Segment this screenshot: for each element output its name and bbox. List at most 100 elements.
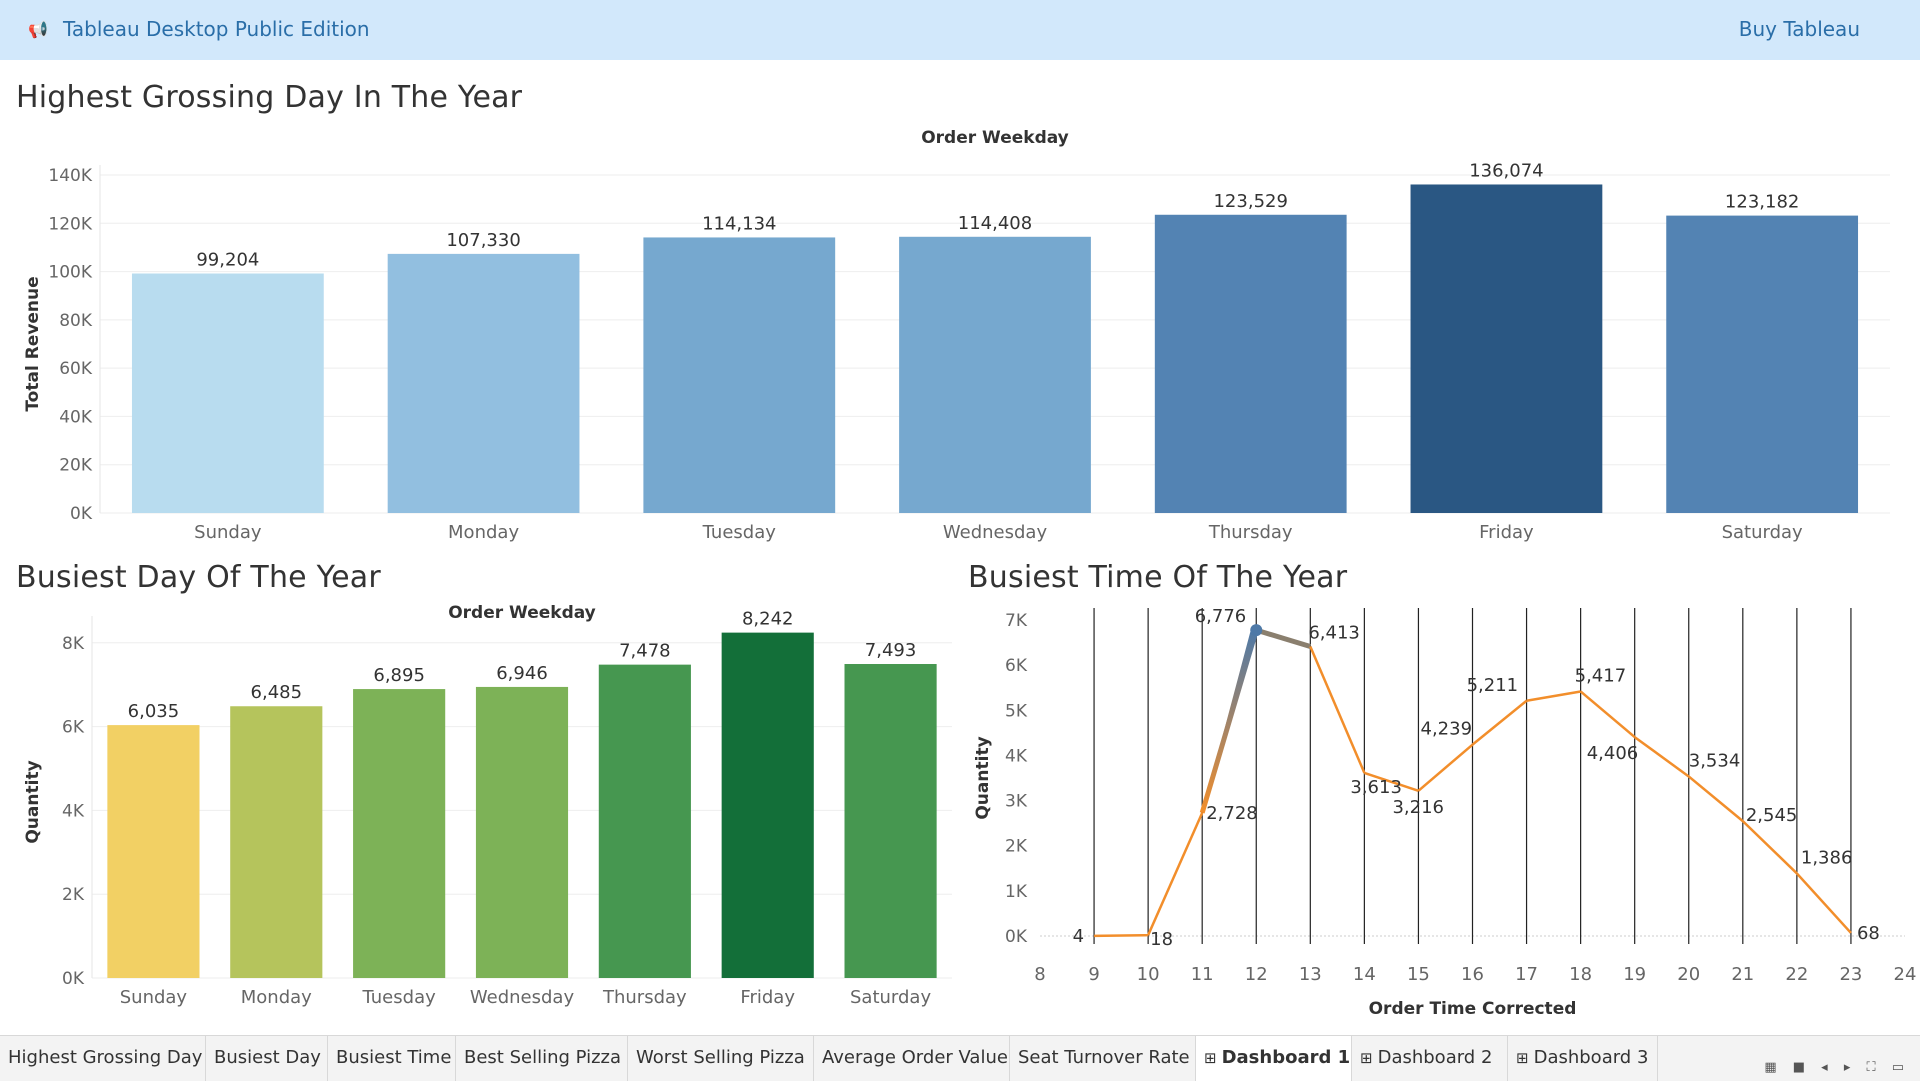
sheet-tab-bar: Highest Grossing Day Busiest Day Busiest T… xyxy=(0,1035,1920,1081)
y-tick-label: 40K xyxy=(59,407,93,427)
tab-busiest-day[interactable]: Busiest Day xyxy=(206,1036,328,1081)
tab-seat-turnover-rate[interactable]: Seat Turnover Rate xyxy=(1010,1036,1196,1081)
revenue-bar-chart[interactable]: 0K 20K 40K 60K 80K 100K 120K 140K Order Weekday T… xyxy=(0,125,1920,550)
bar-value-label: 123,529 xyxy=(1213,191,1287,212)
line-segment xyxy=(1795,872,1852,934)
y-tick-label: 0K xyxy=(1005,927,1028,947)
line-segment xyxy=(1687,775,1744,823)
x-tick-label: 18 xyxy=(1569,964,1592,985)
x-tick-label: 15 xyxy=(1407,964,1430,985)
y-tick-label: 20K xyxy=(59,456,93,476)
x-tick-label: 11 xyxy=(1191,964,1214,985)
bar-value-label: 7,478 xyxy=(619,641,671,662)
y-tick-label: 3K xyxy=(1005,792,1028,812)
bar xyxy=(1666,215,1859,513)
tab-average-order-value[interactable]: Average Order Value xyxy=(814,1036,1010,1081)
line-segment xyxy=(1741,820,1798,875)
y-tick-label: 0K xyxy=(62,969,85,989)
chart-header: Order Weekday xyxy=(448,603,596,623)
x-tick-label: Monday xyxy=(241,987,312,1008)
tab-dashboard-2[interactable]: ⊞ Dashboard 2 xyxy=(1352,1036,1508,1081)
bar xyxy=(230,706,323,978)
y-tick-label: 60K xyxy=(59,359,93,379)
x-tick-label: Thursday xyxy=(1208,522,1293,543)
tab-label: Busiest Day xyxy=(214,1047,321,1068)
point-value-label: 6,413 xyxy=(1308,622,1360,643)
y-tick-label: 100K xyxy=(48,263,92,283)
line-segment xyxy=(1471,699,1528,746)
highlight-point xyxy=(1250,624,1263,637)
x-tick-label: 17 xyxy=(1515,964,1538,985)
line-segment xyxy=(1526,690,1581,702)
x-tick-label: Wednesday xyxy=(470,987,575,1008)
bar xyxy=(643,237,836,513)
tab-busiest-time[interactable]: Busiest Time xyxy=(328,1036,456,1081)
y-tick-label: 5K xyxy=(1005,701,1028,721)
bar-value-label: 6,485 xyxy=(251,682,303,703)
buy-tableau-link[interactable]: Buy Tableau xyxy=(1738,17,1860,41)
x-tick-label: 21 xyxy=(1731,964,1754,985)
x-tick-label: Wednesday xyxy=(943,522,1048,543)
point-value-label: 6,776 xyxy=(1195,606,1247,627)
bar-value-label: 114,408 xyxy=(958,213,1032,234)
time-line-chart[interactable]: 0K 1K 2K 3K 4K 5K 6K 7K 8 9 10 11 12 13 14 15 16 17 18 19 20… xyxy=(960,600,1920,1030)
tab-label: Dashboard 1 xyxy=(1221,1047,1351,1068)
line-segment xyxy=(1363,771,1419,793)
x-tick-label: 9 xyxy=(1088,964,1099,985)
x-axis-title: Order Time Corrected xyxy=(1369,999,1577,1019)
tab-worst-selling-pizza[interactable]: Worst Selling Pizza xyxy=(628,1036,814,1081)
point-value-label: 5,211 xyxy=(1467,675,1519,696)
tab-label: Worst Selling Pizza xyxy=(636,1047,805,1068)
point-value-label: 5,417 xyxy=(1575,665,1627,686)
tab-label: Best Selling Pizza xyxy=(464,1047,622,1068)
x-tick-label: Thursday xyxy=(602,987,687,1008)
x-tick-label: 16 xyxy=(1461,964,1484,985)
bar xyxy=(475,686,569,978)
y-tick-label: 1K xyxy=(1005,882,1028,902)
y-tick-label: 80K xyxy=(59,311,93,331)
y-tick-label: 2K xyxy=(62,885,85,905)
top-bar: 📢 Tableau Desktop Public Edition Buy Tab… xyxy=(0,0,1920,60)
bar-value-label: 6,946 xyxy=(496,663,548,684)
point-value-label: 3,613 xyxy=(1350,777,1402,798)
tab-best-selling-pizza[interactable]: Best Selling Pizza xyxy=(456,1036,628,1081)
x-tick-label: Friday xyxy=(740,987,795,1008)
line-segment xyxy=(1417,743,1474,792)
x-tick-label: Sunday xyxy=(194,522,262,543)
y-tick-label: 6K xyxy=(62,718,85,738)
quantity-bar-chart[interactable]: 0K 2K 4K 6K 8K Order Weekday Quantity 6,035 Sund… xyxy=(0,600,960,1030)
bar xyxy=(598,664,691,978)
revenue-sheet-title: Highest Grossing Day In The Year xyxy=(16,80,523,115)
point-value-label: 18 xyxy=(1150,929,1173,950)
line-segment xyxy=(1633,736,1690,778)
bar xyxy=(107,725,200,978)
x-tick-label: Monday xyxy=(448,522,519,543)
tab-label: Seat Turnover Rate xyxy=(1018,1047,1190,1068)
tab-dashboard-1[interactable]: ⊞ Dashboard 1 xyxy=(1196,1036,1352,1081)
y-tick-label: 6K xyxy=(1005,656,1028,676)
x-tick-label: 13 xyxy=(1299,964,1322,985)
bar xyxy=(1410,184,1603,513)
bar xyxy=(721,632,814,978)
y-tick-label: 4K xyxy=(62,801,85,821)
sheet-navigation[interactable]: ▦ ■ ◂ ▸ ⛶ ▭ xyxy=(1764,1060,1910,1075)
x-tick-label: Saturday xyxy=(1722,522,1803,543)
bar xyxy=(131,273,324,513)
tab-dashboard-3[interactable]: ⊞ Dashboard 3 xyxy=(1508,1036,1658,1081)
x-tick-label: 24 xyxy=(1894,964,1917,985)
bar-value-label: 6,895 xyxy=(373,665,425,686)
x-tick-label: 10 xyxy=(1137,964,1160,985)
point-value-label: 4,406 xyxy=(1587,743,1639,764)
tab-label: Dashboard 2 xyxy=(1377,1047,1493,1068)
point-value-label: 2,545 xyxy=(1746,805,1798,826)
bar-value-label: 107,330 xyxy=(446,230,520,251)
x-tick-label: 14 xyxy=(1353,964,1376,985)
point-value-label: 1,386 xyxy=(1801,847,1853,868)
y-tick-label: 120K xyxy=(48,214,92,234)
tab-label: Average Order Value xyxy=(822,1047,1008,1068)
tab-label: Dashboard 3 xyxy=(1533,1047,1649,1068)
tab-highest-grossing-day[interactable]: Highest Grossing Day xyxy=(0,1036,206,1081)
x-tick-label: Tuesday xyxy=(362,987,437,1008)
y-tick-label: 140K xyxy=(48,166,92,186)
line-segment xyxy=(1579,690,1636,739)
